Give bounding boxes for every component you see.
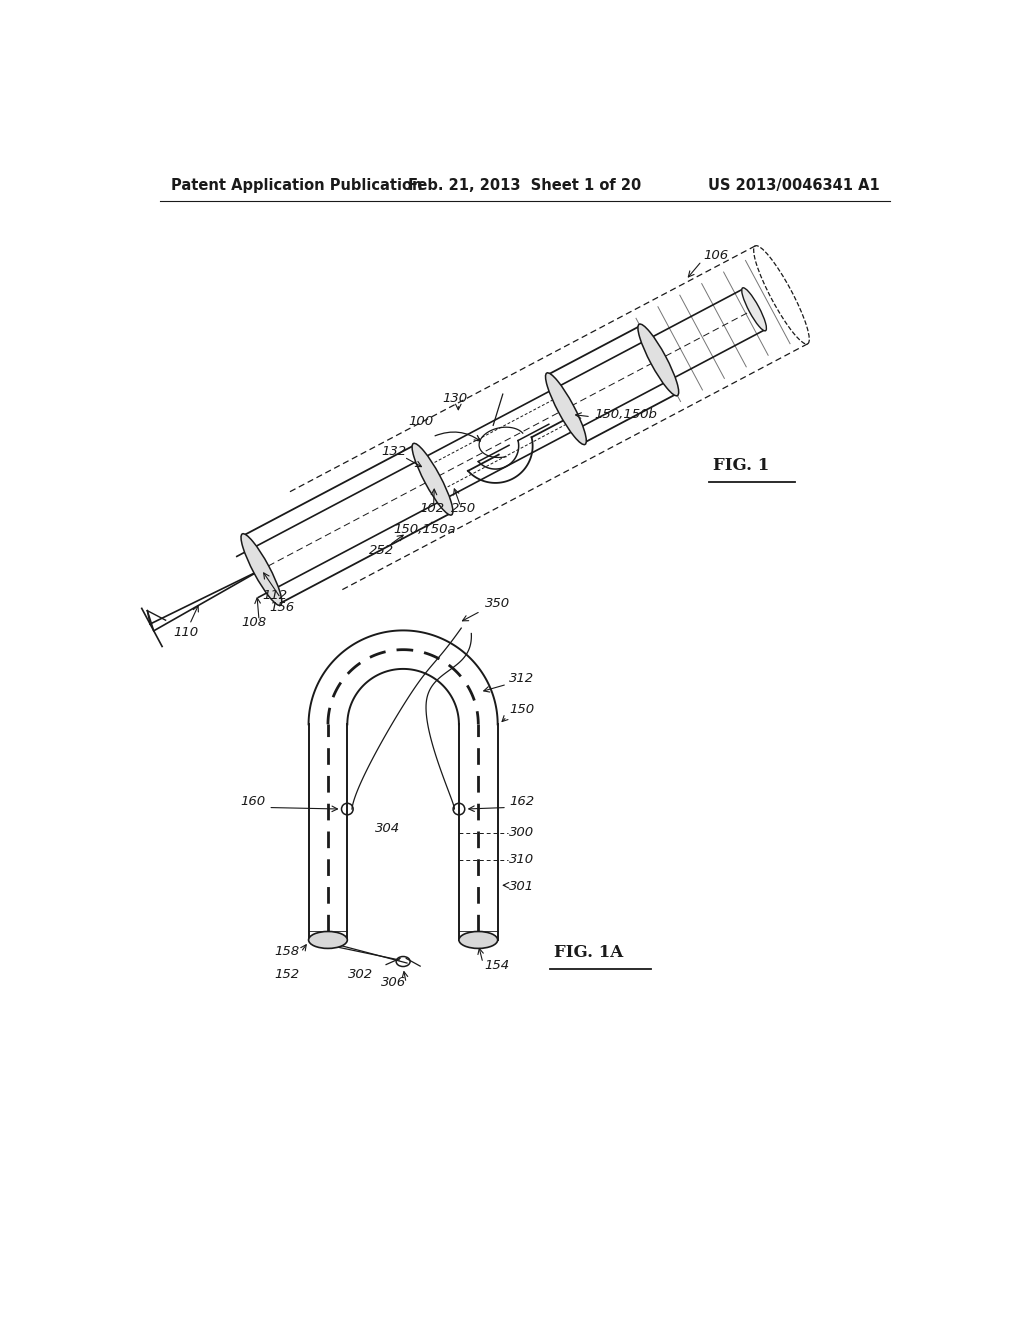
Text: 132: 132 (381, 445, 407, 458)
Text: 302: 302 (348, 969, 373, 982)
Text: 112: 112 (262, 589, 287, 602)
Text: Patent Application Publication: Patent Application Publication (171, 178, 422, 193)
Ellipse shape (459, 932, 498, 949)
Text: 250: 250 (451, 502, 475, 515)
Text: 100: 100 (409, 416, 433, 428)
Text: 106: 106 (703, 248, 728, 261)
Text: 300: 300 (509, 826, 535, 840)
Text: 252: 252 (369, 544, 394, 557)
Ellipse shape (308, 932, 347, 949)
Text: 312: 312 (509, 672, 535, 685)
Text: FIG. 1: FIG. 1 (713, 457, 769, 474)
Text: 310: 310 (509, 853, 535, 866)
Text: 350: 350 (484, 598, 510, 610)
Text: 130: 130 (442, 392, 467, 405)
Text: 160: 160 (241, 795, 266, 808)
Ellipse shape (638, 323, 679, 396)
Text: 150,150b: 150,150b (595, 408, 657, 421)
Text: 156: 156 (269, 601, 295, 614)
Text: 108: 108 (242, 616, 267, 630)
Text: 150: 150 (509, 702, 535, 715)
Text: Feb. 21, 2013  Sheet 1 of 20: Feb. 21, 2013 Sheet 1 of 20 (409, 178, 641, 193)
Ellipse shape (741, 288, 766, 331)
Text: 102: 102 (420, 502, 444, 515)
Text: 162: 162 (509, 795, 535, 808)
Text: 154: 154 (484, 960, 510, 973)
Text: 304: 304 (375, 822, 400, 836)
Text: 306: 306 (381, 977, 407, 989)
Text: 158: 158 (274, 945, 299, 958)
Ellipse shape (412, 444, 453, 515)
Ellipse shape (546, 372, 587, 445)
Text: US 2013/0046341 A1: US 2013/0046341 A1 (708, 178, 880, 193)
Ellipse shape (241, 533, 282, 606)
Text: FIG. 1A: FIG. 1A (554, 944, 624, 961)
Text: 301: 301 (509, 880, 535, 892)
Text: 152: 152 (274, 969, 299, 982)
Text: 150,150a: 150,150a (393, 523, 456, 536)
Text: 110: 110 (174, 626, 199, 639)
